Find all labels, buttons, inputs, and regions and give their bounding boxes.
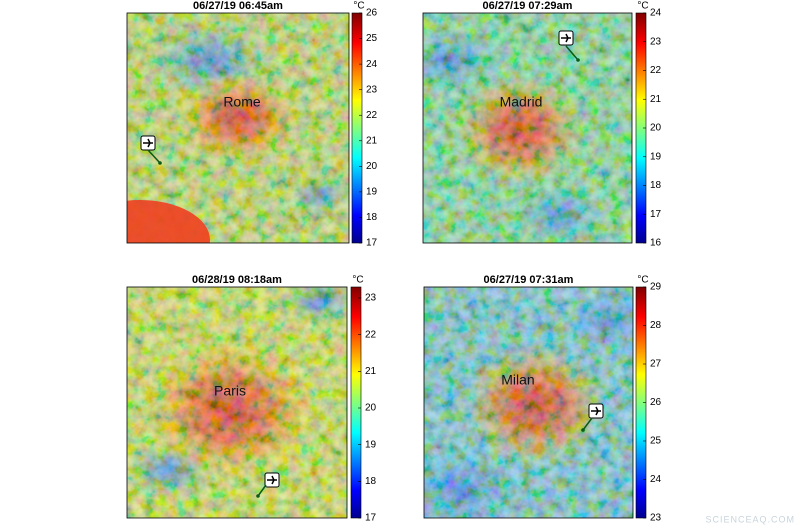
colorbar-tick-label: 26 <box>366 8 378 19</box>
colorbar-tick-label: 20 <box>650 123 662 134</box>
airplane <box>143 138 153 148</box>
colorbar-tick-label: 17 <box>366 238 378 249</box>
colorbar <box>350 286 362 519</box>
panel-title: 06/27/19 06:45am <box>193 0 283 12</box>
colorbar-tick-label: 29 <box>650 282 662 293</box>
panel-title: 06/27/19 07:29am <box>483 0 573 12</box>
colorbar-unit: °C <box>637 275 648 286</box>
colorbar-tick-label: 23 <box>650 513 662 524</box>
colorbar-tick-label: 22 <box>365 329 377 340</box>
airport-arrow <box>147 149 161 164</box>
texture <box>127 287 347 518</box>
airport-arrow <box>582 417 593 431</box>
arrow-head <box>158 161 162 165</box>
airplane <box>591 406 601 416</box>
airplane <box>561 33 571 43</box>
colorbar-tick-label: 24 <box>650 474 662 485</box>
texture <box>423 13 632 243</box>
panel: 06/27/19 07:31am Milan °C 23 24 25 26 27 28 29 <box>423 274 662 524</box>
arrow-head <box>256 494 260 498</box>
watermark: SCIENCEAQ.COM <box>705 514 795 524</box>
colorbar-tick-label: 22 <box>366 110 378 121</box>
colorbar-tick-label: 19 <box>366 187 378 198</box>
colorbar-tick-label: 20 <box>366 161 378 172</box>
colorbar-tick-label: 17 <box>650 209 662 220</box>
colorbar-tick-label: 23 <box>650 36 662 47</box>
colorbar-tick-label: 16 <box>650 238 662 249</box>
map-frame <box>423 286 634 519</box>
colorbar-tick-label: 21 <box>650 94 662 105</box>
airplane <box>267 475 277 485</box>
colorbar-unit: °C <box>637 1 648 12</box>
colorbar-tick-label: 24 <box>366 59 378 70</box>
heat-map <box>424 287 633 518</box>
colorbar-tick-label: 27 <box>650 359 662 370</box>
colorbar-unit: °C <box>353 1 364 12</box>
airport-arrow <box>257 484 267 497</box>
heat-map <box>127 13 349 243</box>
colorbar-tick-label: 23 <box>366 84 378 95</box>
map-frame <box>126 286 348 519</box>
colorbar-tick-label: 25 <box>366 33 378 44</box>
colorbar-tick-label: 19 <box>650 151 662 162</box>
colorbar-tick-label: 24 <box>650 8 662 19</box>
colorbar-tick-label: 19 <box>365 439 377 450</box>
colorbar-tick-label: 28 <box>650 320 662 331</box>
city-label: Rome <box>223 94 261 110</box>
sea <box>127 200 210 243</box>
arrow-head <box>576 58 580 62</box>
colorbar-tick-label: 22 <box>650 65 662 76</box>
arrow-head <box>581 428 585 432</box>
colorbar-tick-label: 18 <box>365 476 377 487</box>
city-label: Madrid <box>500 94 543 110</box>
colorbar-unit: °C <box>352 275 363 286</box>
heat-map <box>127 287 347 518</box>
colorbar-tick-label: 21 <box>366 135 378 146</box>
city-label: Milan <box>501 372 534 388</box>
map-frame <box>126 12 350 244</box>
city-label: Paris <box>214 383 246 399</box>
panel: 06/27/19 06:45am Rome °C 17 18 19 20 21 22 23 24 25… <box>126 0 378 249</box>
colorbar-tick-label: 25 <box>650 436 662 447</box>
colorbar <box>351 12 363 244</box>
colorbar-tick-label: 18 <box>366 212 378 223</box>
colorbar-tick-label: 20 <box>365 403 377 414</box>
panel-title: 06/27/19 07:31am <box>484 274 574 286</box>
colorbar-tick-label: 17 <box>365 513 377 524</box>
colorbar-tick-label: 26 <box>650 397 662 408</box>
panel-title: 06/28/19 08:18am <box>192 274 282 286</box>
colorbar-tick-label: 18 <box>650 180 662 191</box>
panel: 06/28/19 08:18am Paris °C 17 18 19 20 21 22 23 <box>126 274 377 524</box>
airport-arrow <box>565 45 579 61</box>
colorbar-tick-label: 21 <box>365 366 377 377</box>
panel: 06/27/19 07:29am Madrid °C 16 17 18 19 20 21 22 23… <box>422 0 662 249</box>
map-frame <box>422 12 633 244</box>
heat-map <box>423 13 632 243</box>
colorbar-tick-label: 23 <box>365 293 377 304</box>
texture <box>424 287 633 518</box>
